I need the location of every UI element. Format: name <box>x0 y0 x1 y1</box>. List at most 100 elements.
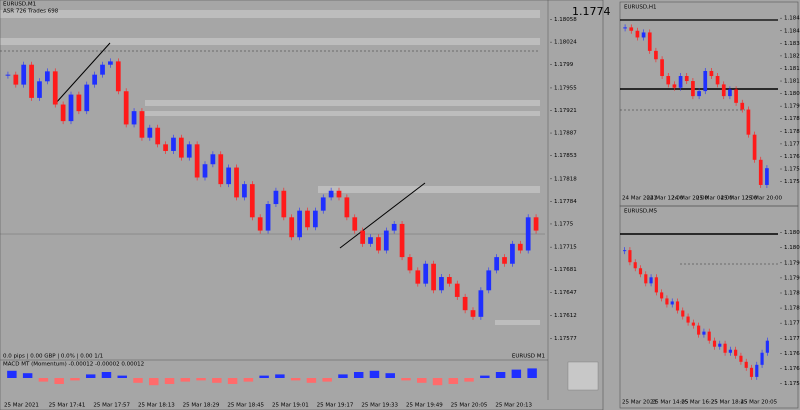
candle <box>629 27 634 31</box>
y-tick-label: 1.1812 <box>784 79 800 85</box>
candle <box>734 89 738 103</box>
candle <box>194 144 200 178</box>
y-tick-label: 1.17745 <box>784 141 800 147</box>
y-tick-label: 1.18195 <box>784 66 800 72</box>
candle <box>84 84 90 112</box>
zone <box>0 10 540 18</box>
candle <box>234 167 239 198</box>
candle <box>494 257 500 271</box>
x-tick-label: 25 Mar 20:05 <box>451 403 488 409</box>
candle <box>431 263 436 291</box>
macd-bar <box>164 378 175 384</box>
candle <box>257 217 263 231</box>
y-tick-label: 1.17647 <box>554 290 577 296</box>
candle <box>760 352 764 365</box>
candle <box>446 277 452 284</box>
panel-title: EURUSD,M1 <box>3 2 36 8</box>
y-tick-label: 1.17681 <box>554 267 577 273</box>
candle <box>649 277 653 284</box>
candle <box>660 59 664 77</box>
candle <box>628 250 632 263</box>
x-tick-label: 25 Mar 2021 <box>4 403 39 409</box>
macd-bar <box>401 378 411 381</box>
x-tick-label: 25 Mar 18:29 <box>183 403 220 409</box>
candle <box>647 32 652 51</box>
zone <box>145 111 540 116</box>
candle <box>765 168 769 185</box>
macd-bar <box>432 378 443 386</box>
y-tick-label: 1.18495 <box>784 16 800 22</box>
candle <box>749 367 754 377</box>
panel-title: EURUSD,M5 <box>624 209 658 215</box>
y-tick-label: 1.18345 <box>784 41 800 47</box>
candle <box>139 111 145 138</box>
macd-bar <box>149 378 159 386</box>
macd-bar <box>417 378 427 383</box>
candle <box>758 159 763 185</box>
candle <box>718 343 722 347</box>
candle <box>131 111 137 125</box>
price: 1.1774 <box>572 5 611 18</box>
macd-bar <box>338 374 348 378</box>
candle <box>623 250 627 252</box>
macd-bar <box>227 378 238 384</box>
y-tick-label: 1.17598 <box>784 381 800 387</box>
candle <box>352 217 358 231</box>
x-tick-label: 25 Mar 20:13 <box>495 403 532 409</box>
candle <box>675 301 680 311</box>
macd-bar <box>180 378 191 382</box>
zone <box>495 320 540 325</box>
y-tick-label: 1.17698 <box>784 351 800 357</box>
candle <box>360 230 366 244</box>
candle <box>746 109 751 135</box>
zone <box>318 186 540 193</box>
candle <box>29 64 34 98</box>
y-tick-label: 1.17887 <box>554 131 577 137</box>
macd-bar <box>306 378 317 383</box>
x-tick-label: 25 Mar 19:49 <box>406 403 443 409</box>
candle <box>123 91 129 125</box>
candle <box>265 204 271 231</box>
y-tick-label: 1.18045 <box>784 91 800 97</box>
candle <box>68 94 74 122</box>
trendline <box>339 182 426 249</box>
candle <box>52 71 58 105</box>
x-tick-label: 24 Mar 2021 <box>622 196 657 202</box>
candle <box>641 32 646 38</box>
candle <box>297 210 302 238</box>
candle <box>21 64 27 85</box>
candle <box>399 223 405 258</box>
y-tick-label: 1.17577 <box>554 336 577 342</box>
y-tick-label: 1.18048 <box>784 245 800 251</box>
candle <box>644 274 648 284</box>
candle <box>765 340 769 353</box>
candle <box>202 164 208 178</box>
candle <box>702 331 706 335</box>
x-tick-label: 25 Mar 17:57 <box>93 403 130 409</box>
candle <box>218 154 224 185</box>
candle <box>654 50 658 60</box>
x-tick-label: 25 Mar 2021 <box>622 400 657 406</box>
candle <box>226 167 232 185</box>
y-tick-label: 1.1799 <box>554 62 574 68</box>
candle <box>755 364 759 377</box>
panel-info: ASR 726 Trades 698 <box>3 9 59 15</box>
candle <box>740 102 745 110</box>
macd-title: MACD MT (Momentum) -0.00012 -0.00002 0.0… <box>3 362 144 368</box>
symbol-tag: EURUSD M1 <box>512 354 545 360</box>
y-tick-label: 1.17595 <box>784 167 800 173</box>
macd-bar <box>495 372 506 378</box>
candle <box>478 290 484 317</box>
candle <box>423 263 429 284</box>
trendline <box>54 42 111 105</box>
candle <box>37 81 42 98</box>
y-tick-label: 1.17818 <box>554 176 577 182</box>
y-tick-label: 1.17784 <box>554 199 577 205</box>
macd-bar <box>38 378 49 382</box>
candle <box>502 257 507 264</box>
y-tick-label: 1.17748 <box>784 336 800 342</box>
y-tick-label: 1.17921 <box>554 108 577 114</box>
y-tick-label: 1.17895 <box>784 116 800 122</box>
candle <box>328 190 334 198</box>
candle <box>715 76 720 85</box>
